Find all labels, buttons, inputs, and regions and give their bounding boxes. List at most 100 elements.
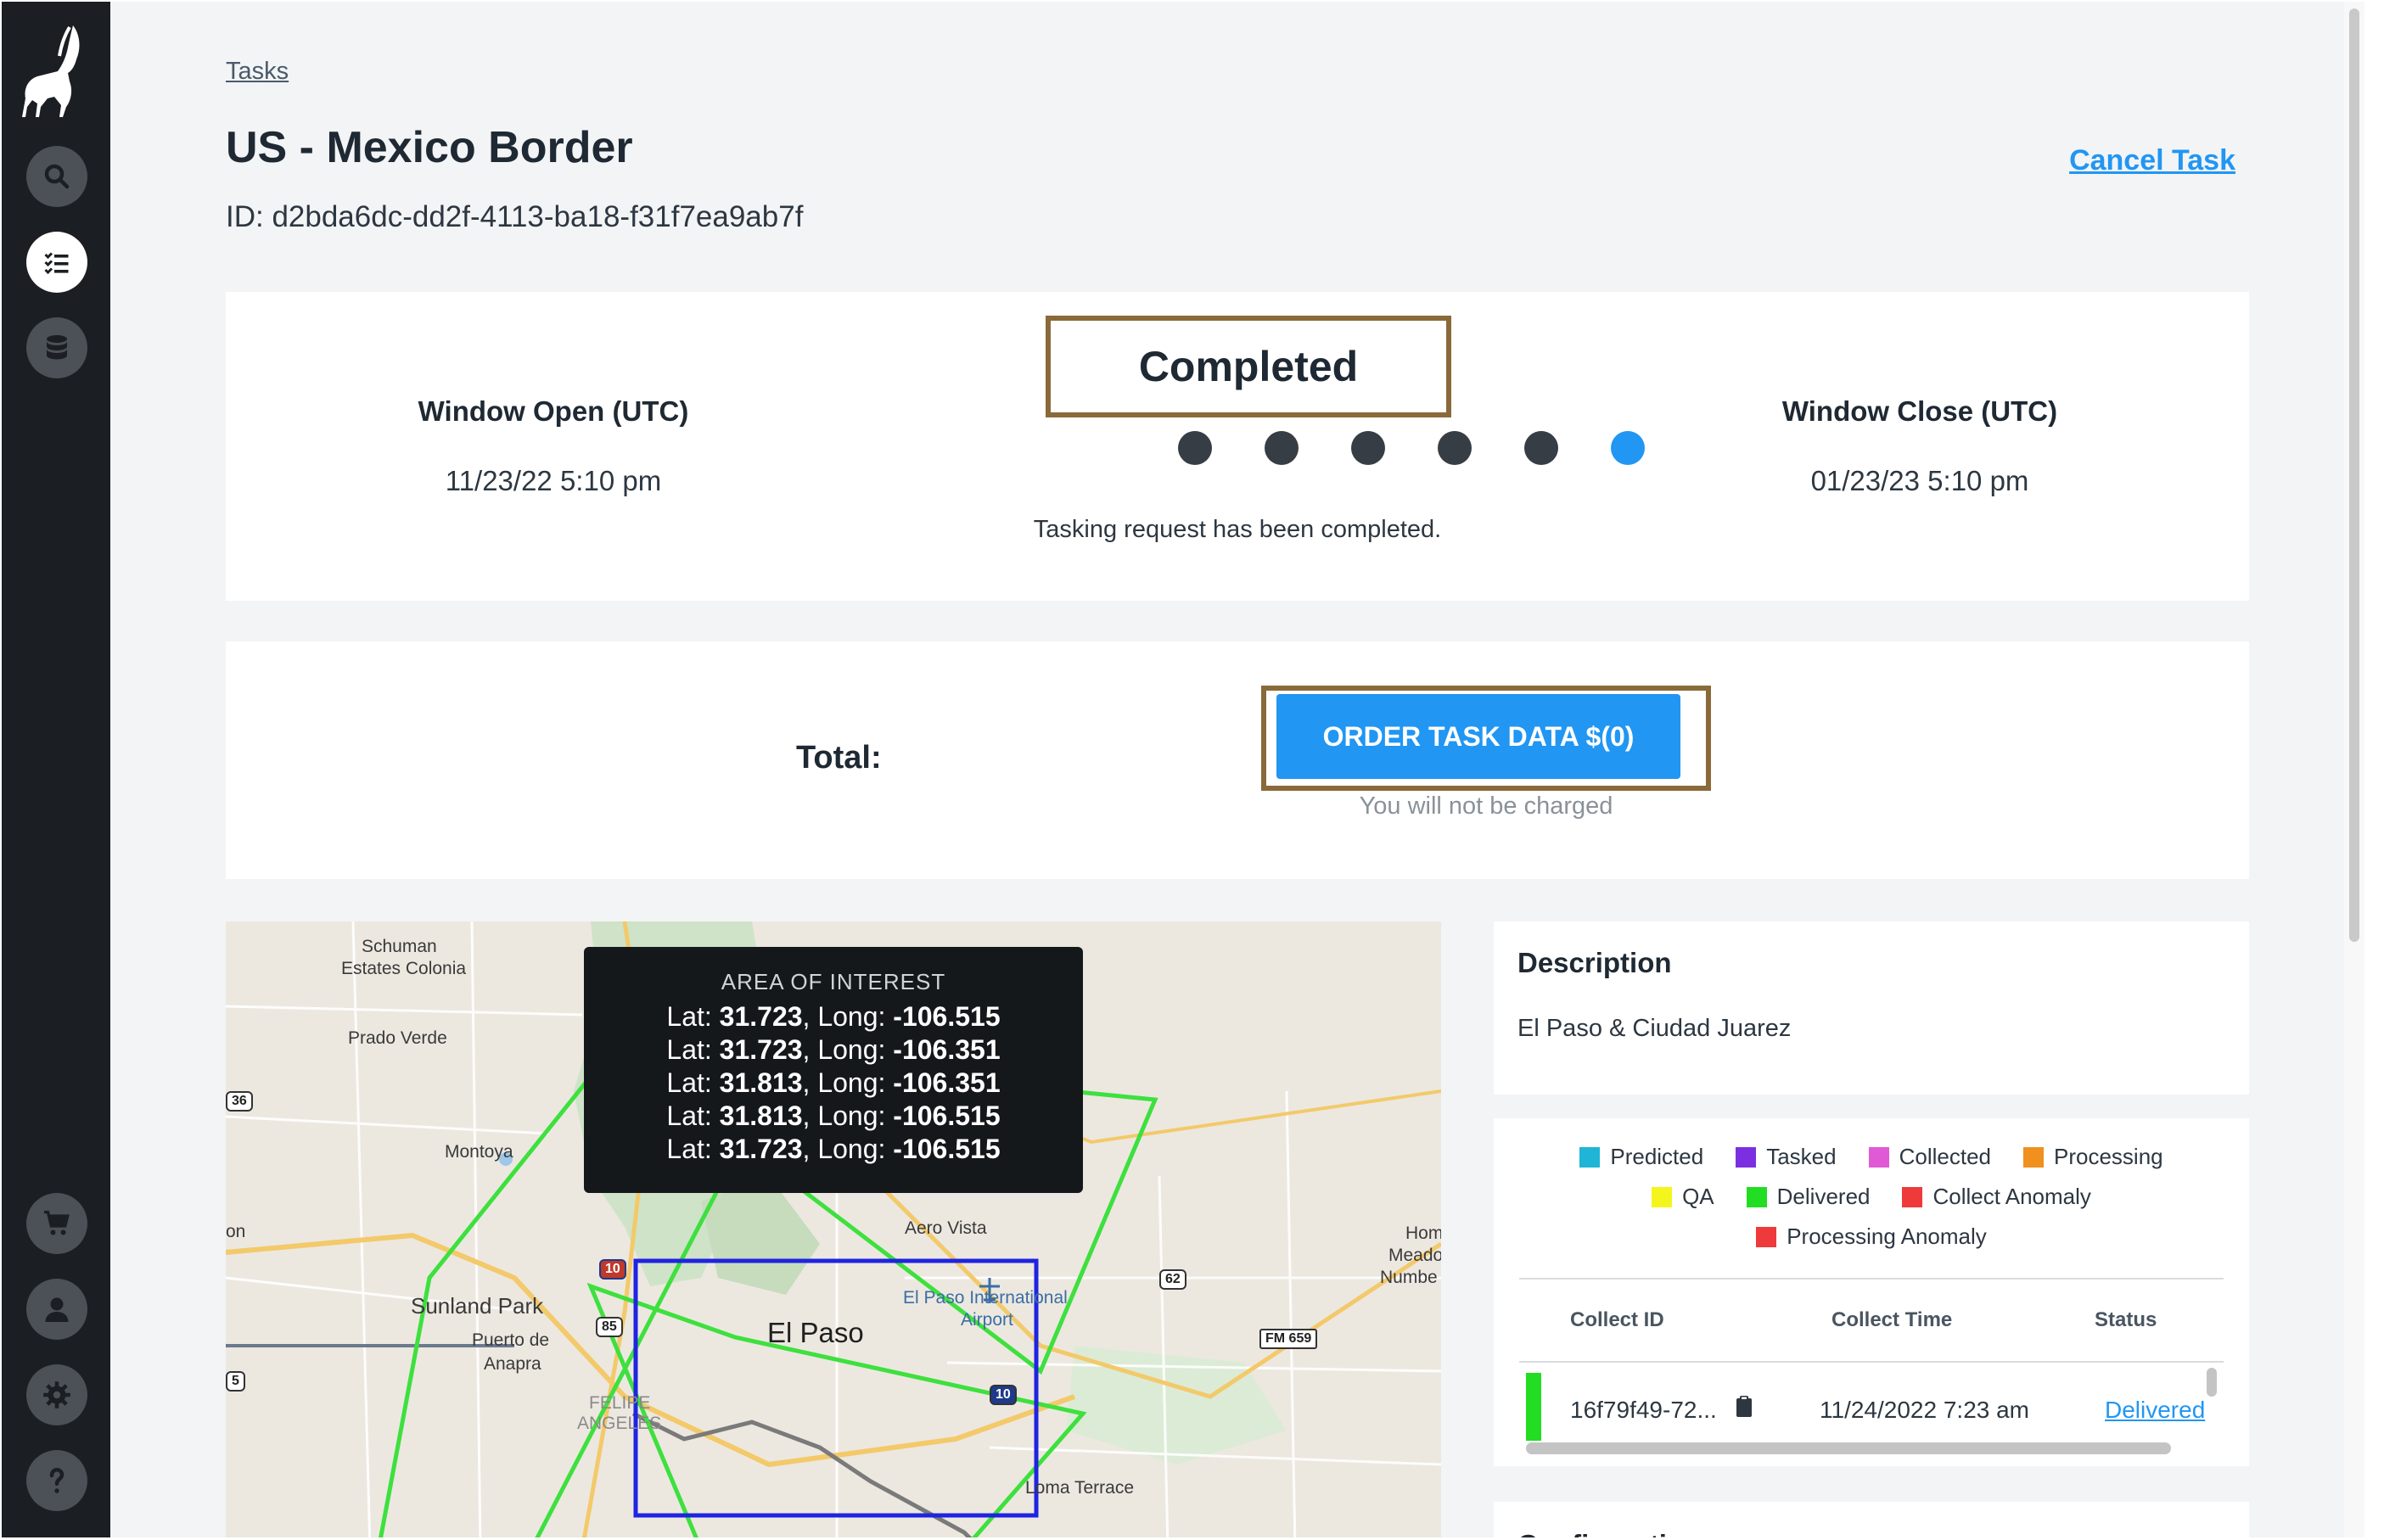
map-label-el-paso: El Paso bbox=[767, 1317, 864, 1348]
legend-item: Delivered bbox=[1746, 1184, 1871, 1210]
description-text: El Paso & Ciudad Juarez bbox=[1517, 1015, 1792, 1042]
map-label-meado: Meado bbox=[1388, 1246, 1441, 1265]
table-vertical-scrollbar[interactable] bbox=[2207, 1368, 2217, 1397]
legend-item: QA bbox=[1652, 1184, 1714, 1210]
map-label-prado-verde: Prado Verde bbox=[348, 1028, 447, 1048]
status-legend: Predicted Tasked Collected Processing QA Deli… bbox=[1494, 1144, 2249, 1263]
aoi-lat-label: Lat: bbox=[666, 1067, 720, 1098]
legend-label: Processing Anomaly bbox=[1787, 1224, 1987, 1249]
map-label-hom: Hom bbox=[1405, 1224, 1441, 1243]
aoi-tooltip: AREA OF INTEREST Lat: 31.723, Long: -106… bbox=[584, 947, 1083, 1193]
configuration-title: Configuration bbox=[1517, 1529, 1701, 1537]
legend-swatch bbox=[1736, 1146, 1757, 1168]
legend-swatch bbox=[1756, 1226, 1777, 1247]
page-scroll-thumb[interactable] bbox=[2349, 8, 2359, 942]
search-icon bbox=[44, 164, 70, 189]
aoi-lat: 31.723 bbox=[719, 1134, 803, 1164]
nav-cart-button[interactable] bbox=[26, 1193, 87, 1254]
aoi-lat: 31.723 bbox=[719, 1001, 803, 1032]
window-close: Window Close (UTC) 01/23/23 5:10 pm bbox=[1665, 395, 2174, 497]
map-view[interactable]: Schuman Estates Colonia Prado Verde Mont… bbox=[226, 921, 1441, 1537]
aoi-long-label: , Long: bbox=[802, 1134, 894, 1164]
cancel-task-link[interactable]: Cancel Task bbox=[2069, 144, 2235, 176]
collect-id-cell: 16f79f49-72... bbox=[1570, 1397, 1717, 1423]
database-icon bbox=[47, 335, 67, 360]
route-shield-375: 5 bbox=[226, 1371, 245, 1392]
status-step-dot bbox=[1438, 431, 1472, 465]
clipboard-icon[interactable] bbox=[1735, 1395, 1753, 1419]
map-label-puerto-de: Puerto de bbox=[472, 1330, 550, 1350]
aoi-tooltip-title: AREA OF INTEREST bbox=[721, 969, 946, 994]
total-card: Total: ORDER TASK DATA $(0) You will not… bbox=[226, 641, 2249, 879]
legend-swatch bbox=[1746, 1186, 1767, 1207]
aoi-lat: 31.813 bbox=[719, 1067, 803, 1098]
nav-tasks-button[interactable] bbox=[26, 232, 87, 293]
legend-divider bbox=[1519, 1278, 2224, 1280]
legend-label: Tasked bbox=[1766, 1144, 1837, 1169]
header-status: Status bbox=[2095, 1308, 2157, 1331]
legend-swatch bbox=[1902, 1186, 1923, 1207]
aoi-long: -106.515 bbox=[893, 1001, 1001, 1032]
route-shield-10-east: 10 bbox=[990, 1385, 1017, 1405]
collect-status-link[interactable]: Delivered bbox=[2105, 1397, 2206, 1423]
collects-card: Predicted Tasked Collected Processing QA Deli… bbox=[1494, 1118, 2249, 1466]
row-status-bar bbox=[1526, 1373, 1541, 1441]
window-open-label: Window Open (UTC) bbox=[418, 395, 689, 427]
legend-item: Predicted bbox=[1579, 1144, 1703, 1170]
table-horizontal-scrollbar[interactable] bbox=[1526, 1442, 2171, 1454]
route-shield-fm659: FM 659 bbox=[1259, 1329, 1318, 1349]
legend-label: Collected bbox=[1899, 1144, 1991, 1169]
map-label-schuman: Schuman bbox=[362, 937, 437, 956]
nav-database-button[interactable] bbox=[26, 317, 87, 378]
legend-item: Collected bbox=[1868, 1144, 1991, 1170]
map-label-estates: Estates Colonia bbox=[341, 959, 467, 978]
legend-row: Predicted Tasked Collected Processing bbox=[1494, 1144, 2249, 1170]
legend-item: Collect Anomaly bbox=[1902, 1184, 2091, 1210]
order-task-data-button[interactable]: ORDER TASK DATA $(0) bbox=[1276, 694, 1680, 779]
legend-label: Predicted bbox=[1610, 1144, 1704, 1169]
nav-search-button[interactable] bbox=[26, 146, 87, 207]
map-label-sunland-park: Sunland Park bbox=[411, 1293, 544, 1319]
total-label: Total: bbox=[796, 740, 882, 776]
aoi-lat-label: Lat: bbox=[666, 1034, 720, 1065]
nav-help-button[interactable] bbox=[26, 1450, 87, 1511]
legend-label: Delivered bbox=[1776, 1184, 1871, 1209]
aoi-coordinate-row: Lat: 31.723, Long: -106.515 bbox=[584, 1000, 1083, 1033]
aoi-coordinate-row: Lat: 31.723, Long: -106.515 bbox=[584, 1133, 1083, 1166]
collect-time-cell: 11/24/2022 7:23 am bbox=[1820, 1397, 2030, 1423]
aoi-long-label: , Long: bbox=[802, 1100, 894, 1131]
task-list-icon bbox=[44, 252, 69, 275]
route-shield-10: 10 bbox=[599, 1259, 626, 1280]
order-note: You will not be charged bbox=[1359, 792, 1613, 820]
nav-account-button[interactable] bbox=[26, 1279, 87, 1340]
status-label: Completed bbox=[1046, 316, 1451, 417]
breadcrumb-tasks-link[interactable]: Tasks bbox=[226, 58, 289, 85]
window-open: Window Open (UTC) 11/23/22 5:10 pm bbox=[299, 395, 808, 497]
header-collect-time: Collect Time bbox=[1831, 1308, 1953, 1331]
user-icon bbox=[45, 1297, 69, 1322]
window-close-label: Window Close (UTC) bbox=[1781, 395, 2058, 427]
map-label-angeles: ANGELES bbox=[577, 1414, 662, 1433]
aoi-coordinate-row: Lat: 31.813, Long: -106.515 bbox=[584, 1100, 1083, 1133]
collects-table[interactable]: 16f79f49-72... 11/24/2022 7:23 am Delive… bbox=[1519, 1361, 2224, 1459]
status-message: Tasking request has been completed. bbox=[1033, 516, 1442, 543]
map-label-loma-terrace: Loma Terrace bbox=[1025, 1478, 1135, 1498]
page-title: US - Mexico Border bbox=[226, 123, 633, 172]
window-close-value: 01/23/23 5:10 pm bbox=[1810, 465, 2029, 496]
map-label-aero-vista: Aero Vista bbox=[905, 1218, 987, 1238]
gear-icon bbox=[43, 1381, 70, 1408]
aoi-long-label: , Long: bbox=[802, 1067, 894, 1098]
aoi-long: -106.351 bbox=[893, 1067, 1001, 1098]
page-scrollbar[interactable] bbox=[2344, 2, 2364, 1537]
sidebar bbox=[2, 2, 110, 1537]
order-button-highlight bbox=[1261, 686, 1711, 791]
goat-logo-icon[interactable] bbox=[20, 22, 92, 120]
legend-item: Processing Anomaly bbox=[1756, 1224, 1987, 1250]
cart-icon bbox=[44, 1210, 70, 1235]
route-shield-36: 36 bbox=[226, 1091, 253, 1112]
status-step-dot bbox=[1611, 431, 1645, 465]
description-card: Description El Paso & Ciudad Juarez bbox=[1494, 921, 2249, 1095]
nav-settings-button[interactable] bbox=[26, 1364, 87, 1425]
legend-label: QA bbox=[1682, 1184, 1714, 1209]
